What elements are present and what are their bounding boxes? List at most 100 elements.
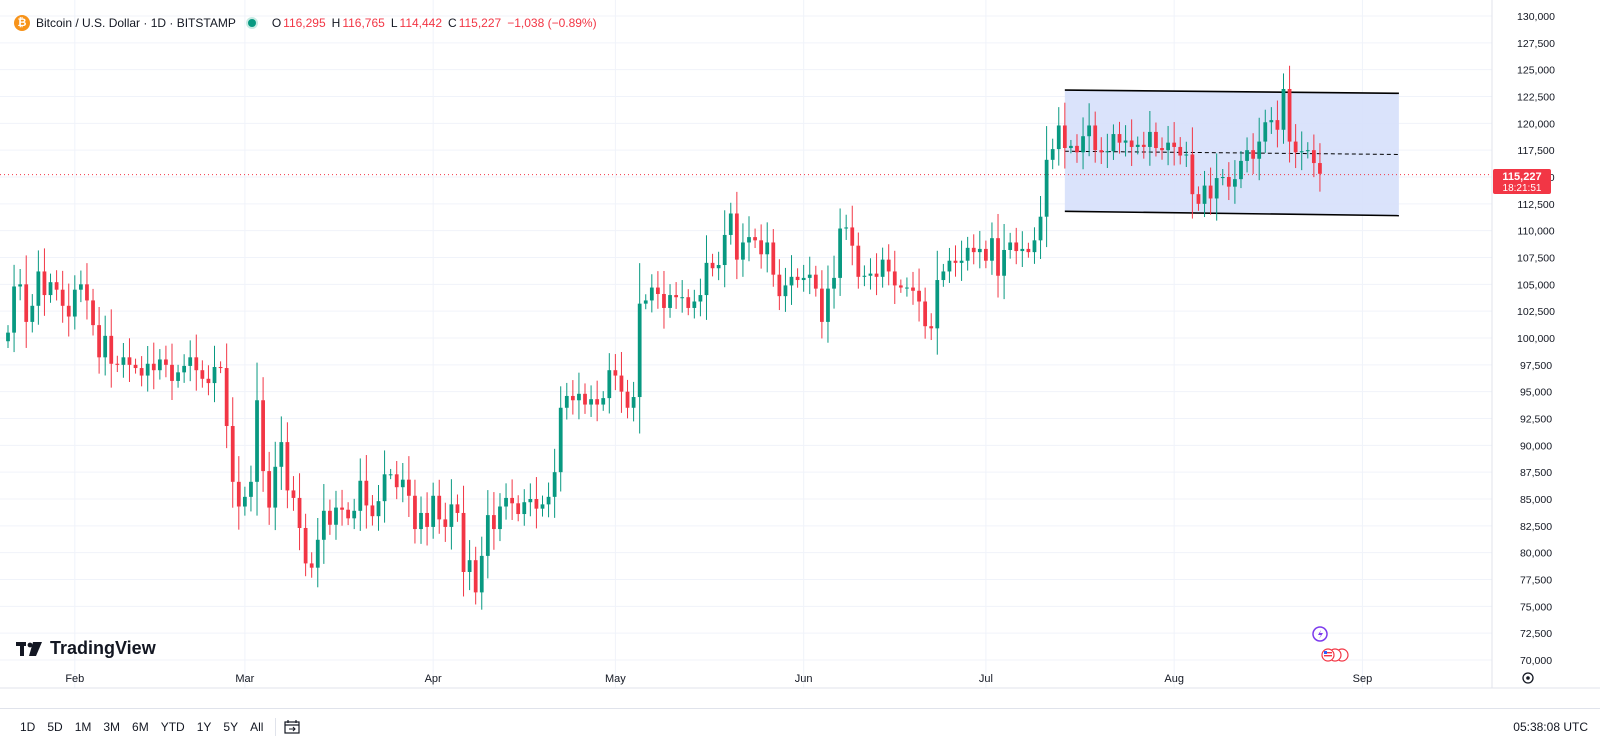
range-1d-button[interactable]: 1D	[20, 720, 36, 734]
price-tick-label: 87,500	[1520, 467, 1552, 479]
candle-body	[983, 248, 988, 261]
goto-date-calendar-icon[interactable]	[282, 717, 302, 737]
candle-body	[1214, 178, 1219, 199]
candle-body	[1172, 142, 1177, 147]
candle-body	[1081, 136, 1085, 153]
candle-body	[97, 325, 101, 358]
candle-body	[1093, 125, 1098, 151]
candle-body	[1202, 185, 1207, 204]
candle-body	[607, 370, 612, 399]
utc-clock[interactable]: 05:38:08 UTC	[1513, 720, 1588, 734]
candle-body	[710, 262, 715, 269]
bottom-toolbar: 1D 5D 1M 3M 6M YTD 1Y 5Y All 05:38:08 UT…	[0, 708, 1600, 745]
candle-body	[91, 300, 95, 326]
candle-body	[170, 364, 174, 381]
candle-body	[1069, 145, 1073, 149]
candle-body	[540, 504, 545, 509]
candle-body	[1257, 141, 1262, 159]
price-tick-label: 92,500	[1520, 414, 1552, 426]
range-1y-button[interactable]: 1Y	[196, 720, 212, 734]
symbol-title[interactable]: Bitcoin / U.S. Dollar · 1D · BITSTAMP	[36, 16, 236, 30]
price-tick-label: 77,500	[1520, 575, 1552, 587]
close-value: 115,227	[458, 16, 502, 30]
candle-body	[376, 501, 381, 517]
symbol-legend: ₿ Bitcoin / U.S. Dollar · 1D · BITSTAMP …	[14, 14, 603, 32]
candle-body	[856, 245, 861, 277]
candle-body	[1117, 134, 1122, 143]
candle-body	[765, 242, 770, 255]
candle-body	[498, 506, 502, 530]
price-axis[interactable]: 70,000 72,500 75,000 77,500 80,000 82,500 85,0…	[1517, 11, 1555, 667]
candle-body	[443, 519, 448, 527]
candle-body	[164, 359, 168, 365]
candle-body	[558, 407, 563, 473]
candle-body	[1026, 248, 1031, 253]
candle-body	[741, 242, 745, 260]
candle-body	[874, 273, 879, 277]
range-5d-button[interactable]: 5D	[47, 720, 63, 734]
candle-body	[917, 290, 921, 302]
candle-body	[990, 238, 994, 261]
range-3m-button[interactable]: 3M	[103, 720, 121, 734]
candle-body	[570, 395, 575, 401]
candle-body	[309, 563, 314, 568]
candle-body	[716, 265, 721, 269]
candle-body	[1075, 145, 1079, 153]
range-5y-button[interactable]: 5Y	[223, 720, 239, 734]
candle-body	[303, 527, 308, 564]
channel-top-line[interactable]	[1064, 89, 1399, 95]
candle-body	[850, 227, 855, 246]
candle-body	[485, 515, 490, 556]
tradingview-logo[interactable]: TradingView	[16, 638, 156, 659]
candle-body	[18, 284, 23, 287]
price-tick-label: 120,000	[1517, 118, 1555, 130]
candle-body	[1087, 125, 1092, 137]
candle-body	[242, 496, 247, 507]
candle-body	[807, 274, 812, 278]
range-all-button[interactable]: All	[250, 720, 264, 734]
candle-body	[1166, 142, 1170, 151]
range-ytd-button[interactable]: YTD	[160, 720, 185, 734]
candle-body	[583, 393, 587, 405]
market-status-icon[interactable]	[246, 17, 258, 29]
candle-body	[1208, 185, 1213, 199]
candle-body	[1251, 150, 1256, 159]
candle-body	[352, 510, 357, 519]
tradingview-wordmark: TradingView	[50, 638, 156, 658]
candle-body	[862, 275, 867, 277]
price-tick-label: 100,000	[1517, 333, 1555, 345]
candle-body	[880, 259, 885, 277]
candle-body	[455, 504, 460, 513]
high-value: 116,765	[342, 16, 385, 30]
candle-body	[133, 364, 138, 369]
us-flag-events-icon[interactable]	[1321, 648, 1349, 662]
candle-body	[48, 282, 53, 296]
candle-body	[577, 393, 581, 401]
candle-body	[892, 271, 897, 286]
candle-body	[425, 512, 429, 527]
candle-body	[838, 228, 842, 278]
candle-body	[941, 271, 946, 281]
candle-body	[728, 213, 733, 235]
candle-body	[534, 499, 539, 509]
price-tick-label: 90,000	[1520, 440, 1552, 452]
channel-bottom-line[interactable]	[1064, 210, 1399, 217]
candle-body	[139, 368, 144, 376]
candle-body	[85, 284, 89, 301]
candle-body	[813, 274, 818, 289]
candle-body	[1293, 141, 1298, 153]
candle-body	[674, 295, 678, 298]
parallel-channel[interactable]	[1064, 89, 1399, 217]
candle-body	[461, 512, 466, 572]
ai-assistant-icon[interactable]	[1312, 626, 1328, 642]
range-1m-button[interactable]: 1M	[74, 720, 92, 734]
candle-body	[1099, 150, 1104, 153]
time-axis[interactable]: Feb Mar Apr May Jun Jul Aug Sep	[65, 673, 1372, 685]
settings-gear-icon[interactable]	[1522, 672, 1534, 684]
candle-body	[795, 276, 800, 281]
candle-body	[619, 375, 624, 392]
range-6m-button[interactable]: 6M	[132, 720, 149, 734]
time-tick-label: Sep	[1353, 673, 1373, 685]
candle-body	[747, 237, 751, 243]
